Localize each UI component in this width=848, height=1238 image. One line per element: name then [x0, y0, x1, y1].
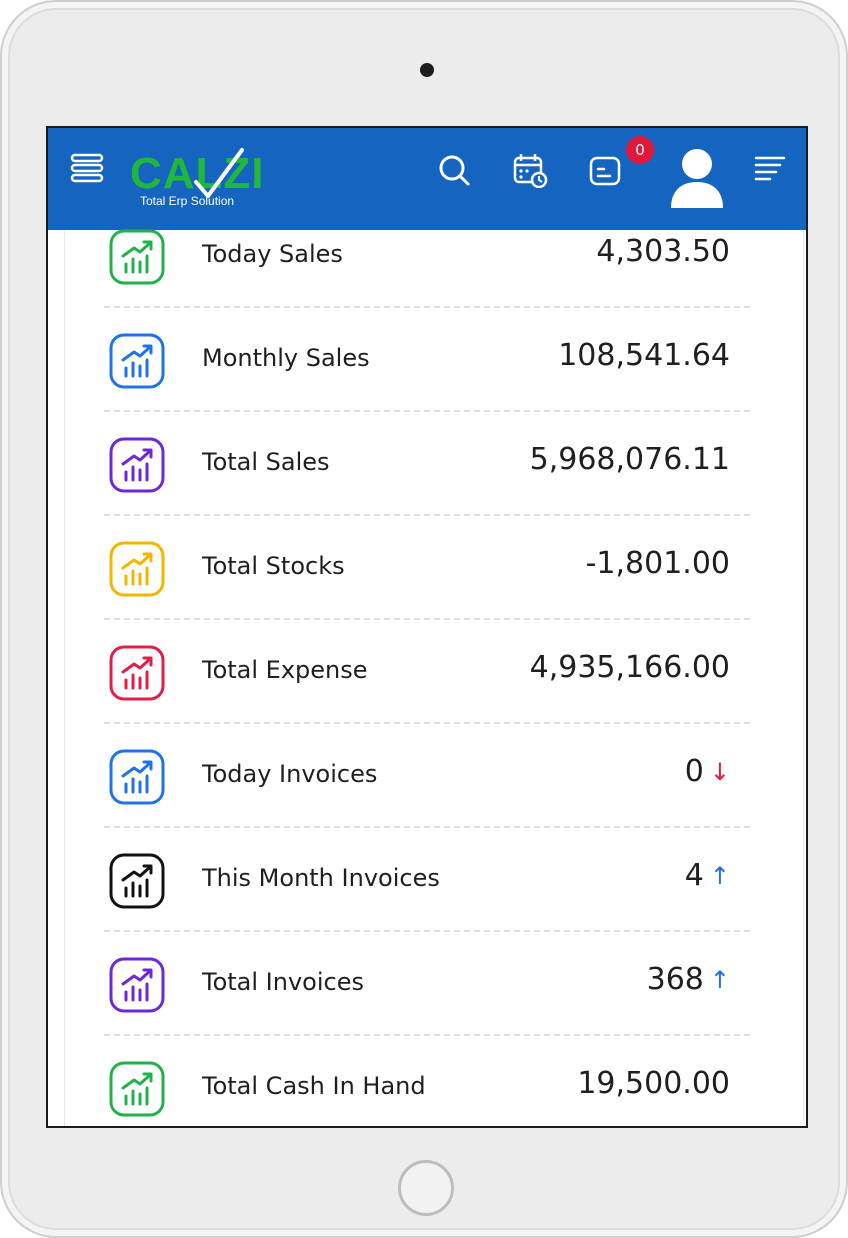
- stat-label: Total Invoices: [202, 968, 364, 996]
- app-header: CALZI Total Erp Solution: [48, 128, 806, 230]
- search-icon[interactable]: [436, 152, 472, 188]
- stat-row[interactable]: Total Expense 4,935,166.00: [104, 620, 750, 724]
- stat-value-number: 19,500.00: [577, 1066, 730, 1101]
- calzi-logo[interactable]: CALZI Total Erp Solution: [130, 146, 264, 210]
- stat-value: -1,801.00: [586, 546, 730, 581]
- notes-icon[interactable]: [588, 152, 624, 188]
- arrow-up-icon: ↑: [709, 965, 730, 994]
- stat-label: Total Stocks: [202, 552, 345, 580]
- front-camera: [420, 63, 434, 77]
- stat-row[interactable]: Total Invoices 368 ↑: [104, 932, 750, 1036]
- stat-value: 4,303.50: [596, 234, 730, 269]
- stat-value-number: 4,935,166.00: [529, 650, 730, 685]
- stat-row[interactable]: This Month Invoices 4 ↑: [104, 828, 750, 932]
- stat-label: This Month Invoices: [202, 864, 440, 892]
- trend-chart-icon: [109, 957, 165, 1013]
- trend-chart-icon: [109, 333, 165, 389]
- trend-chart-icon: [109, 749, 165, 805]
- list-icon[interactable]: [752, 152, 788, 184]
- stat-value: 4,935,166.00: [530, 650, 730, 685]
- trend-chart-icon: [109, 1061, 165, 1117]
- trend-chart-icon: [109, 541, 165, 597]
- stat-label: Total Cash In Hand: [202, 1072, 426, 1100]
- stat-row[interactable]: Monthly Sales 108,541.64: [104, 308, 750, 412]
- stat-value-number: 0: [684, 754, 704, 789]
- stat-row[interactable]: Total Cash In Hand 19,500.00: [104, 1036, 750, 1126]
- right-divider: [803, 230, 804, 1126]
- stat-value-number: 4: [684, 858, 704, 893]
- stat-label: Total Sales: [202, 448, 330, 476]
- logo-text: CALZI: [130, 149, 265, 198]
- stat-label: Today Sales: [202, 240, 343, 268]
- stat-row[interactable]: Total Sales 5,968,076.11: [104, 412, 750, 516]
- stat-value: 4 ↑: [685, 858, 730, 893]
- logo-check-icon: [194, 148, 244, 198]
- stat-value: 19,500.00: [577, 1066, 730, 1101]
- calendar-icon[interactable]: [512, 152, 548, 188]
- stat-row[interactable]: Today Sales 4,303.50: [104, 204, 750, 308]
- stat-value: 108,541.64: [558, 338, 730, 373]
- stat-value-number: 5,968,076.11: [529, 442, 730, 477]
- trend-chart-icon: [109, 437, 165, 493]
- notification-badge[interactable]: 0: [626, 136, 654, 164]
- stat-label: Today Invoices: [202, 760, 378, 788]
- stat-label: Total Expense: [202, 656, 368, 684]
- stat-value: 0 ↓: [685, 754, 730, 789]
- stat-value-number: 4,303.50: [596, 234, 730, 269]
- left-divider: [64, 230, 65, 1126]
- stats-list: Today Sales 4,303.50 Monthly Sales 108,541.…: [48, 229, 806, 1126]
- home-button[interactable]: [398, 1160, 454, 1216]
- arrow-up-icon: ↑: [709, 861, 730, 890]
- trend-chart-icon: [109, 229, 165, 285]
- arrow-down-icon: ↓: [709, 757, 730, 786]
- stat-value-number: 368: [646, 962, 704, 997]
- logo-tagline: Total Erp Solution: [140, 194, 235, 208]
- trend-chart-icon: [109, 853, 165, 909]
- stat-value-number: -1,801.00: [585, 546, 730, 581]
- stat-label: Monthly Sales: [202, 344, 370, 372]
- trend-chart-icon: [109, 645, 165, 701]
- app-screen: CALZI Total Erp Solution: [46, 126, 808, 1128]
- menu-icon[interactable]: [70, 152, 106, 184]
- stat-row[interactable]: Today Invoices 0 ↓: [104, 724, 750, 828]
- stat-value: 368 ↑: [647, 962, 730, 997]
- stat-value-number: 108,541.64: [558, 338, 730, 373]
- stat-value: 5,968,076.11: [530, 442, 730, 477]
- avatar-icon[interactable]: [668, 146, 726, 210]
- stat-row[interactable]: Total Stocks -1,801.00: [104, 516, 750, 620]
